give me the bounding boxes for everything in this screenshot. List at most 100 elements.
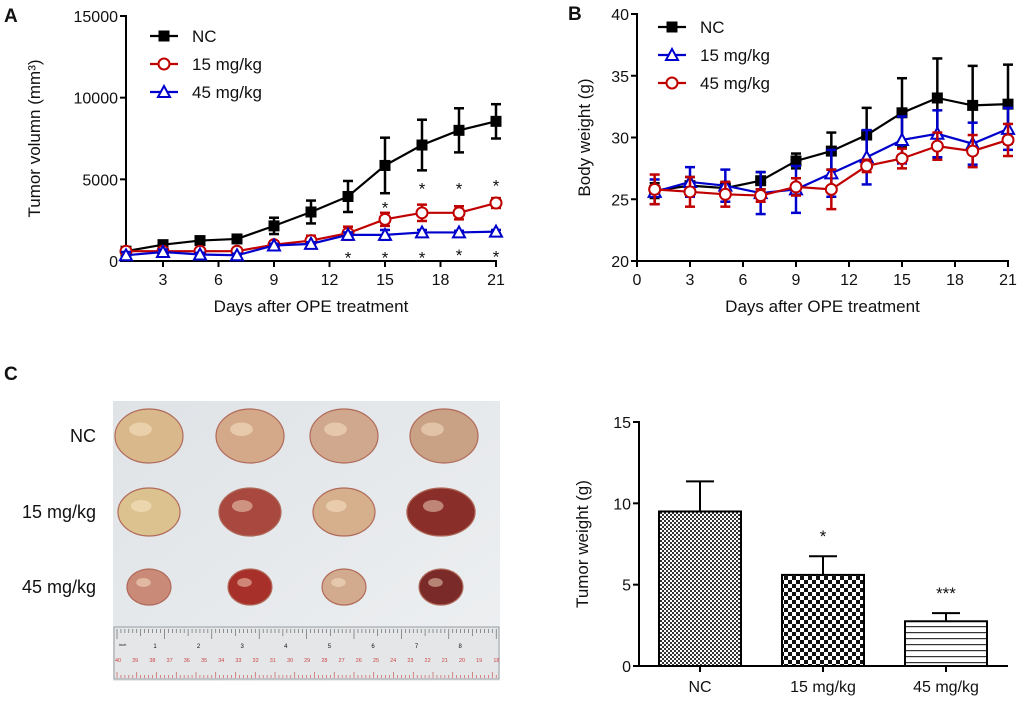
ruler-cm-label: 32: [253, 658, 259, 664]
legend-marker: [156, 83, 172, 98]
data-point: [377, 226, 393, 241]
data-point: [452, 206, 466, 220]
tumor-specimen: [321, 568, 367, 606]
tumor-highlight: [324, 422, 347, 436]
ruler-unit: inch: [119, 642, 126, 647]
data-point: [489, 196, 503, 210]
row-label: 45 mg/kg: [22, 577, 96, 597]
data-point: [824, 182, 838, 196]
data-point: [303, 235, 319, 250]
data-point: [192, 246, 208, 261]
data-point: [231, 233, 243, 245]
data-point: [342, 190, 354, 202]
ruler-cm-label: 40: [115, 658, 121, 664]
tumor-highlight: [428, 578, 443, 587]
significance-marker: ***: [936, 584, 956, 603]
tumor-specimen: [215, 408, 285, 464]
data-point: [860, 159, 874, 173]
data-point: [895, 151, 909, 165]
data-point: [378, 212, 392, 226]
ruler-cm-label: 22: [425, 658, 431, 664]
data-point: [488, 223, 504, 238]
data-point: [305, 206, 317, 218]
data-point: [648, 182, 662, 196]
ruler-cm-label: 33: [235, 658, 241, 664]
significance-marker: *: [456, 246, 463, 265]
series-45-mg-kg: [648, 122, 1015, 211]
y-tick-label: 40: [611, 7, 629, 24]
tumor-specimen: [227, 568, 273, 606]
tumor-specimen: [312, 487, 376, 537]
data-point: [340, 226, 356, 241]
tumor-specimen: [114, 408, 184, 464]
significance-marker: *: [820, 527, 827, 546]
ruler-cm-label: 18: [493, 658, 499, 664]
ruler-cm-label: 24: [390, 658, 396, 664]
panel-label-c: C: [4, 364, 18, 385]
x-tick-label: 9: [270, 272, 279, 289]
tumor-highlight: [237, 578, 252, 587]
tumor-highlight: [136, 578, 151, 587]
data-point: [683, 185, 697, 199]
series-nc: [120, 102, 502, 257]
data-point: [896, 107, 908, 119]
data-point: [1001, 133, 1015, 147]
x-tick-label: 21: [487, 272, 505, 289]
ruler-cm-label: 23: [407, 658, 413, 664]
ruler-inch-label: 2: [197, 644, 201, 650]
panel-label-a: A: [4, 6, 18, 27]
y-tick-label: 30: [611, 131, 629, 148]
data-point: [268, 220, 280, 232]
chart-body-weight: 20 25 30 35 40 0 3 6 9 12 15 18 21 Days after OPE tre…: [575, 7, 1017, 316]
y-tick-label: 0: [622, 659, 631, 676]
ruler-cm-label: 34: [218, 658, 224, 664]
x-tick-label: 15: [893, 272, 911, 289]
tumor-specimen: [309, 408, 379, 464]
significance-marker: *: [382, 198, 389, 217]
data-point: [967, 99, 979, 111]
data-point: [718, 187, 732, 201]
x-tick-label: 45 mg/kg: [913, 679, 979, 696]
legend-label: NC: [700, 18, 725, 37]
ruler-cm-label: 20: [459, 658, 465, 664]
legend-marker: [665, 76, 679, 90]
tumor-highlight: [325, 500, 347, 512]
y-tick-label: 15000: [74, 9, 119, 26]
x-tick-label: 9: [792, 272, 801, 289]
ruler-cm-label: 26: [356, 658, 362, 664]
ruler-cm-label: 30: [287, 658, 293, 664]
data-point: [379, 159, 391, 171]
ruler-cm-label: 35: [201, 658, 207, 664]
y-tick-label: 10: [613, 496, 631, 513]
bar-15-mg-kg: [781, 573, 865, 668]
data-point: [414, 224, 430, 239]
tumor-specimen: [406, 487, 476, 537]
significance-marker: *: [493, 247, 500, 266]
data-point: [931, 92, 943, 104]
x-tick-label: 12: [321, 272, 339, 289]
significance-marker: *: [382, 248, 389, 267]
y-tick-label: 0: [109, 254, 118, 271]
legend-label: NC: [192, 27, 217, 46]
tumor-specimen: [117, 487, 181, 537]
legend-label: 45 mg/kg: [700, 74, 770, 93]
ruler-cm-label: 27: [339, 658, 345, 664]
y-tick-label: 5: [622, 578, 631, 595]
y-axis-title: Tumor volumn (mm³): [25, 59, 44, 217]
data-point: [194, 235, 206, 247]
data-point: [155, 243, 171, 259]
legend-label: 15 mg/kg: [192, 55, 262, 74]
tumor-specimen: [409, 408, 479, 464]
row-label: 15 mg/kg: [22, 502, 96, 522]
tumor-highlight: [230, 422, 253, 436]
series-45-mg-kg: [118, 223, 504, 262]
y-tick-label: 5000: [82, 172, 118, 189]
y-tick-label: 10000: [74, 91, 119, 108]
tumor-highlight: [129, 422, 152, 436]
x-tick-label: 3: [686, 272, 695, 289]
tumor-highlight: [130, 500, 152, 512]
x-tick-label: 6: [739, 272, 748, 289]
legend-marker: [666, 21, 678, 33]
legend-marker: [157, 57, 171, 71]
significance-marker: *: [345, 248, 352, 267]
